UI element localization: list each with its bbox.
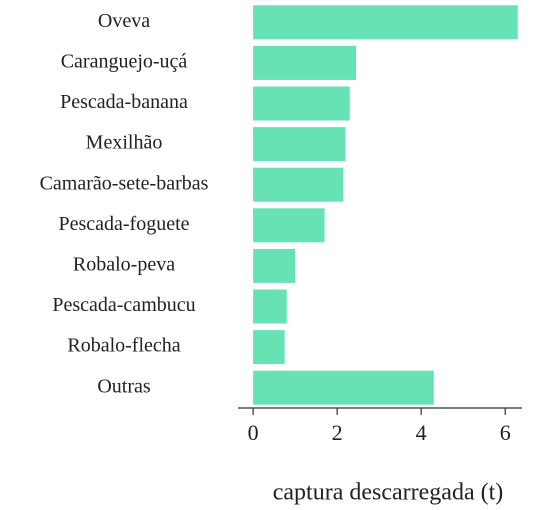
x-tick-label: 6 — [500, 420, 511, 445]
bar — [253, 167, 344, 202]
y-tick-label: Pescada-banana — [60, 91, 188, 113]
y-tick-label: Caranguejo-uçá — [61, 50, 188, 72]
y-tick-label: Outras — [97, 375, 151, 397]
bar — [253, 248, 296, 283]
bar — [253, 208, 325, 243]
y-tick-label: Pescada-foguete — [58, 213, 189, 235]
y-tick-label: Robalo-flecha — [67, 335, 180, 357]
bar — [253, 5, 518, 40]
bar — [253, 289, 287, 324]
y-tick-label: Camarão-sete-barbas — [40, 172, 209, 194]
y-tick-label: Robalo-peva — [73, 253, 175, 275]
x-tick-label: 0 — [248, 420, 259, 445]
bar — [253, 86, 350, 121]
x-axis-label: captura descarregada (t) — [273, 480, 504, 506]
x-tick-label: 2 — [332, 420, 343, 445]
y-tick-label: Oveva — [98, 10, 150, 32]
bar — [253, 45, 357, 80]
x-tick-label: 4 — [416, 420, 427, 445]
y-tick-label: Mexilhão — [86, 132, 163, 154]
bar — [253, 370, 434, 405]
bar — [253, 330, 285, 365]
bar — [253, 127, 346, 162]
y-tick-label: Pescada-cambucu — [52, 294, 195, 316]
